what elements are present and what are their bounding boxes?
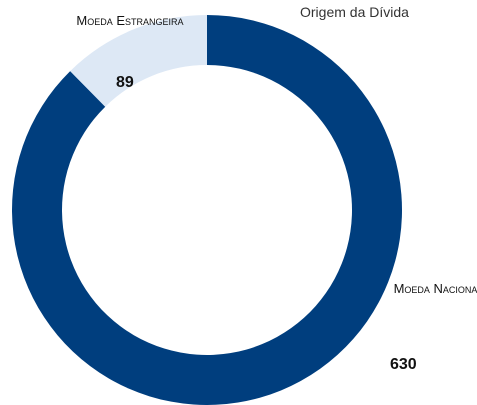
- chart-title: Origem da Dívida: [300, 4, 409, 20]
- slice: [70, 15, 207, 107]
- slice-label: Moeda Estrangeira: [76, 13, 184, 28]
- slice-label: Moeda Nacional: [393, 281, 477, 296]
- slice: [11, 15, 403, 405]
- value-label: 89: [116, 74, 134, 91]
- value-label: 630: [390, 356, 417, 373]
